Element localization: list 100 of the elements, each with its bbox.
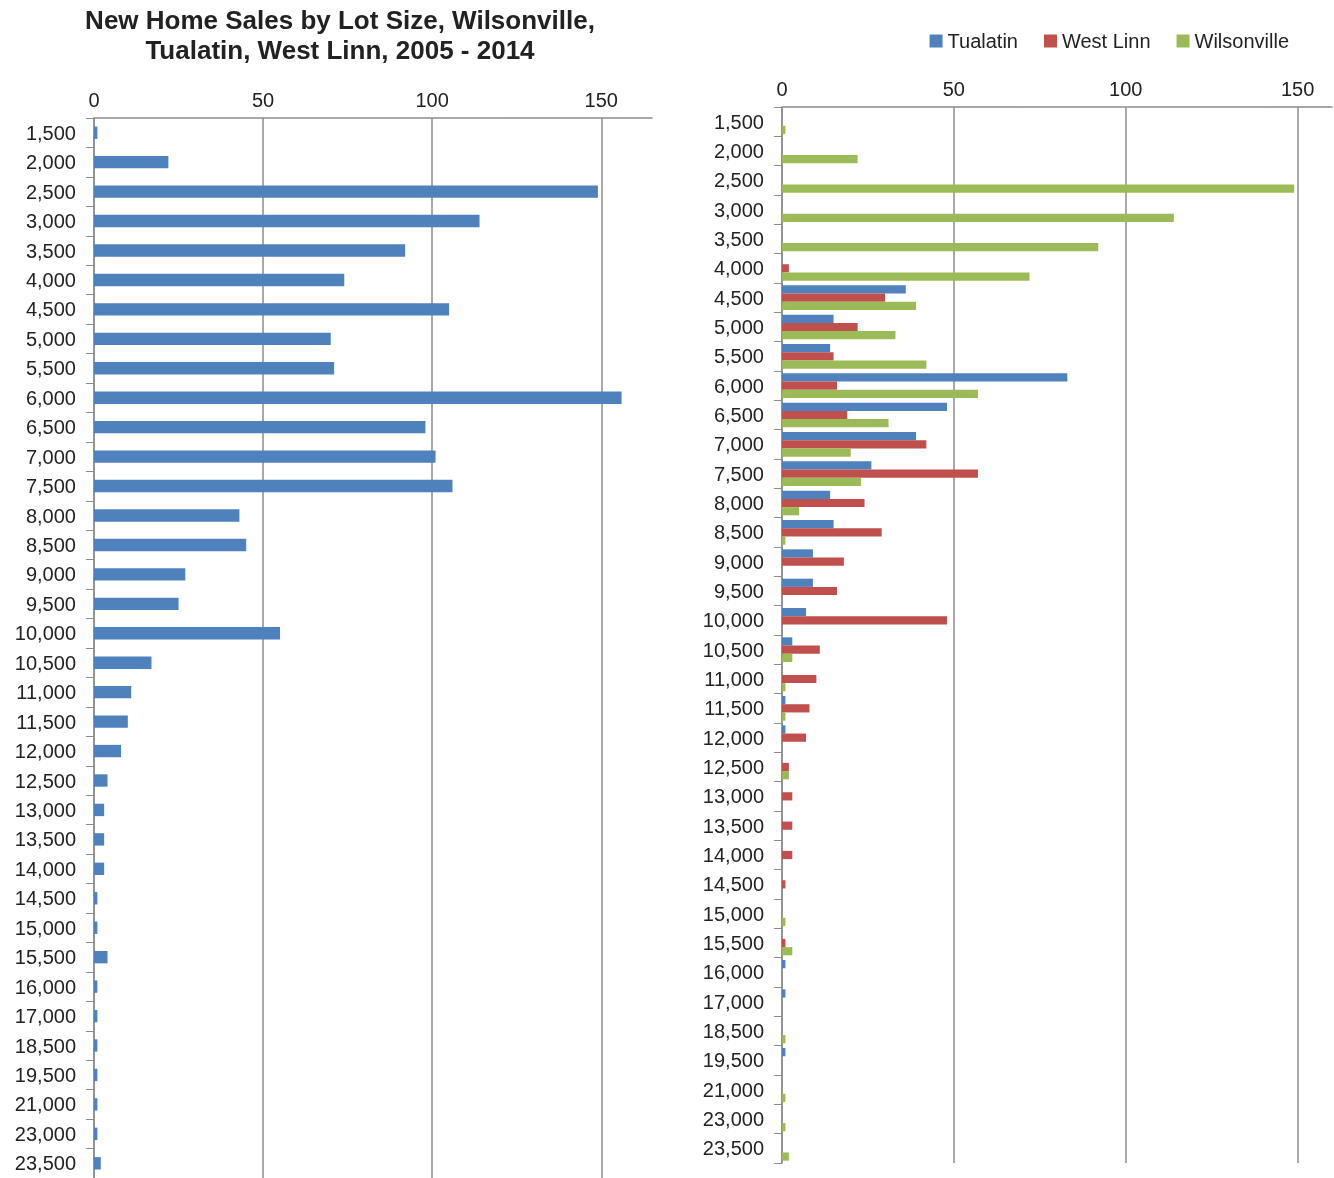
y-tick-label: 1,500	[25, 121, 76, 144]
y-tick-label: 5,500	[25, 357, 76, 380]
y-tick-label: 23,500	[702, 1137, 764, 1160]
y-tick-label: 14,500	[702, 873, 764, 896]
y-tick-label: 19,500	[14, 1063, 76, 1086]
y-tick-label: 5,000	[713, 316, 764, 338]
x-tick-label: 0	[88, 89, 100, 111]
y-tick-label: 12,000	[702, 726, 764, 749]
x-tick-label: 150	[584, 89, 618, 111]
bar	[782, 184, 1295, 193]
bar	[94, 244, 406, 257]
bar	[782, 762, 789, 772]
y-tick-label: 9,500	[25, 592, 76, 615]
bar	[94, 774, 108, 787]
bar	[782, 272, 1030, 281]
bar	[782, 381, 837, 390]
y-tick-label: 6,000	[25, 386, 76, 409]
bar	[94, 1039, 98, 1052]
y-tick-label: 3,500	[25, 239, 76, 262]
bar	[782, 549, 813, 558]
bar	[782, 419, 889, 428]
y-tick-label: 8,000	[25, 504, 76, 527]
y-tick-label: 13,000	[14, 798, 76, 821]
x-tick-label: 50	[251, 89, 275, 111]
legend-label: West Linn	[1061, 30, 1151, 52]
y-tick-label: 13,500	[702, 814, 764, 837]
bar	[94, 1157, 101, 1170]
y-tick-label: 15,500	[14, 946, 76, 969]
y-tick-label: 9,000	[713, 550, 764, 573]
bar	[782, 301, 917, 310]
bar	[782, 989, 786, 998]
y-tick-label: 11,500	[704, 697, 764, 720]
bar	[782, 243, 1099, 252]
bar	[782, 616, 947, 625]
bar	[782, 402, 947, 411]
y-tick-label: 21,000	[14, 1093, 76, 1116]
y-tick-label: 12,500	[702, 756, 764, 778]
y-tick-label: 4,500	[713, 286, 764, 309]
y-tick-label: 6,500	[25, 416, 76, 439]
bar	[782, 432, 917, 441]
y-tick-label: 12,000	[14, 740, 76, 763]
bar	[782, 331, 896, 340]
y-tick-label: 1,500	[713, 110, 764, 133]
y-tick-label: 6,000	[713, 374, 764, 397]
y-tick-label: 4,000	[713, 257, 764, 280]
y-tick-label: 7,000	[25, 445, 76, 468]
bar	[782, 557, 844, 566]
y-tick-label: 7,500	[25, 475, 76, 498]
bar	[782, 712, 786, 721]
y-tick-label: 3,000	[25, 210, 76, 233]
y-tick-label: 9,000	[25, 563, 76, 586]
y-tick-label: 23,000	[14, 1122, 76, 1145]
bar	[782, 792, 793, 801]
bar	[782, 264, 789, 273]
bar	[94, 950, 108, 964]
bar	[782, 850, 793, 860]
bar	[782, 461, 872, 470]
y-tick-label: 14,000	[702, 844, 764, 866]
bar	[782, 448, 851, 457]
y-tick-label: 23,000	[702, 1108, 764, 1130]
y-tick-label: 18,500	[702, 1020, 764, 1042]
bar	[782, 293, 886, 302]
bar	[782, 155, 858, 164]
y-tick-label: 17,000	[702, 990, 764, 1013]
bar	[782, 528, 882, 537]
bar	[94, 479, 453, 493]
y-tick-label: 10,000	[14, 622, 76, 645]
bar	[782, 674, 817, 684]
bar	[782, 490, 831, 499]
bar	[782, 586, 837, 596]
y-tick-label: 2,000	[25, 151, 76, 174]
bar	[782, 637, 793, 646]
bar	[782, 733, 807, 742]
y-tick-label: 23,500	[14, 1152, 76, 1175]
y-tick-label: 15,500	[702, 932, 764, 954]
bar	[94, 1098, 98, 1111]
y-tick-label: 21,000	[702, 1078, 764, 1101]
bar	[782, 578, 813, 587]
bar	[94, 833, 105, 846]
bar	[782, 498, 865, 508]
bar	[94, 332, 331, 346]
y-tick-label: 2,500	[713, 169, 764, 192]
y-tick-label: 19,500	[702, 1049, 764, 1072]
bar	[782, 389, 978, 398]
bar	[94, 155, 169, 169]
bar	[782, 322, 858, 332]
y-tick-label: 18,500	[14, 1034, 76, 1057]
y-tick-label: 4,500	[25, 298, 76, 321]
bar	[782, 725, 786, 734]
y-tick-label: 14,500	[14, 887, 76, 910]
y-tick-label: 10,500	[702, 638, 764, 661]
x-tick-label: 100	[415, 89, 449, 111]
bar	[94, 568, 186, 581]
bar	[782, 314, 834, 323]
y-tick-label: 3,500	[713, 228, 764, 250]
bar	[94, 391, 622, 404]
x-tick-label: 100	[1109, 78, 1143, 100]
bar	[94, 803, 105, 817]
bar	[94, 656, 152, 669]
bar	[782, 373, 1068, 382]
